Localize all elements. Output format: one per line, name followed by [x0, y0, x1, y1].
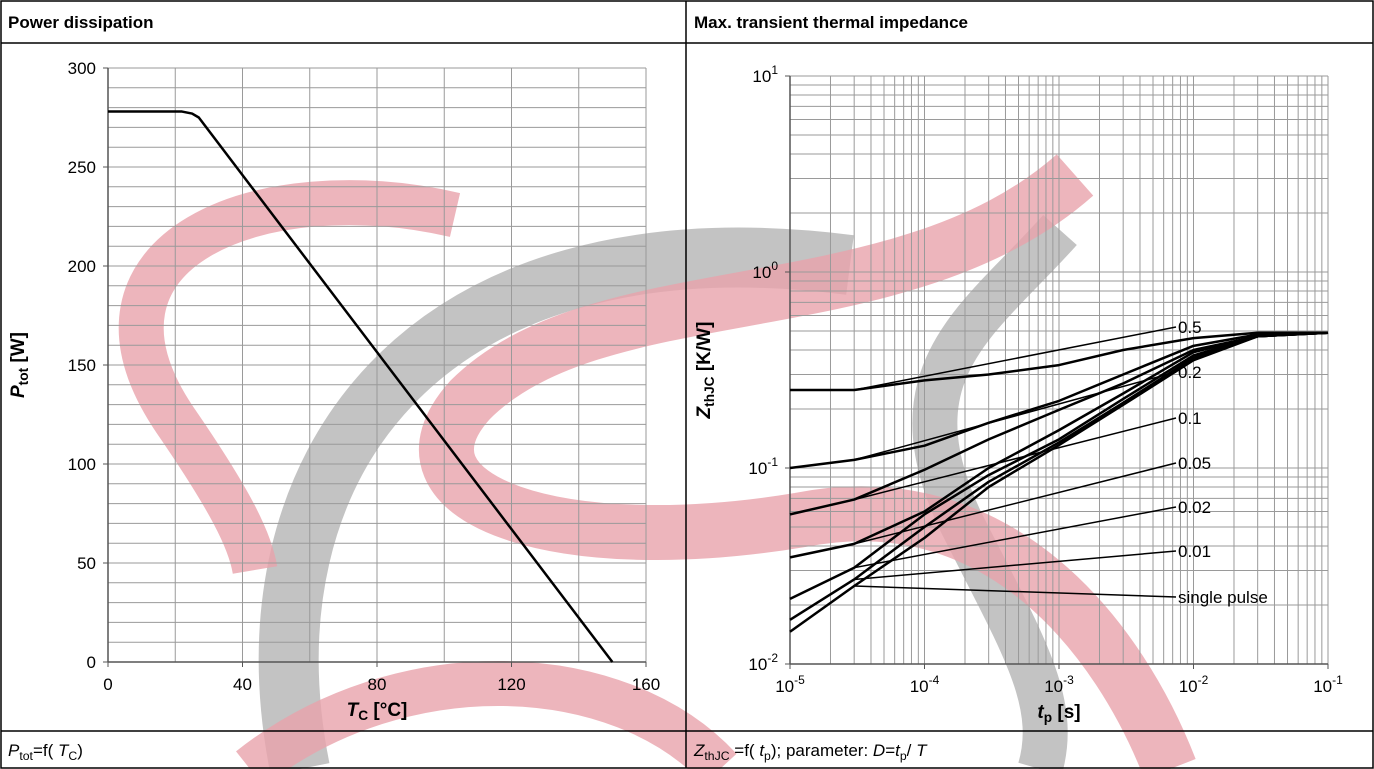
x-tick-label: 10-4 [910, 673, 940, 696]
x-tick-label: 10-5 [775, 673, 805, 696]
series-label: 0.1 [1178, 409, 1202, 428]
text-part: C [358, 708, 368, 723]
text-part: t [759, 741, 765, 760]
chart-title: Power dissipation [8, 13, 153, 32]
text-part: P [8, 741, 20, 760]
text-part: / [907, 741, 916, 760]
text-part: t [895, 741, 901, 760]
text-part: p [900, 749, 907, 763]
text-part: ); parameter: [771, 741, 873, 760]
text-part: thJC [704, 749, 729, 763]
x-tick-label: 10-1 [1313, 673, 1343, 696]
caption: Ptot=f( TC) [8, 741, 83, 763]
text-part: [W] [8, 332, 29, 368]
text-part: [°C] [368, 700, 407, 721]
text-part: T [58, 741, 70, 760]
y-tick-label: 100 [68, 455, 96, 474]
y-tick-label: 0 [87, 653, 96, 672]
series-label: 0.05 [1178, 454, 1211, 473]
text-part: thJC [702, 376, 717, 407]
text-part: [s] [1052, 702, 1081, 723]
series-label: 0.01 [1178, 542, 1211, 561]
text-part: T [916, 741, 928, 760]
watermark-arc [236, 661, 737, 769]
data-line [789, 331, 1329, 633]
x-tick-label: 80 [368, 675, 387, 694]
series-label: 0.2 [1178, 363, 1202, 382]
series-label: single pulse [1178, 588, 1268, 607]
x-tick-label: 10-2 [1179, 673, 1209, 696]
y-axis-title: Ptot [W] [8, 332, 31, 398]
data-line [790, 331, 1328, 392]
text-part: p [1044, 710, 1052, 725]
leader-line [853, 417, 1177, 501]
y-tick-label: 100 [752, 259, 778, 282]
text-part: =f( [33, 741, 58, 760]
leader-line [854, 326, 1177, 391]
text-part: t [1037, 702, 1044, 723]
x-tick-label: 10-3 [1044, 673, 1074, 696]
y-tick-label: 10-2 [748, 651, 778, 674]
leader-line [854, 550, 1177, 581]
text-part: tot [16, 367, 31, 385]
text-part: P [8, 385, 29, 398]
series-label: 0.5 [1178, 318, 1202, 337]
x-axis-title: TC [°C] [347, 700, 408, 723]
data-line [108, 110, 614, 663]
y-tick-label: 101 [752, 63, 778, 86]
series-label: 0.02 [1178, 498, 1211, 517]
text-part: Z [693, 741, 705, 760]
leader-line [854, 585, 1177, 598]
text-part: ) [77, 741, 83, 760]
text-part: C [68, 749, 77, 763]
text-part: Z [694, 405, 715, 419]
text-part: tot [19, 749, 33, 763]
text-part: p [764, 749, 771, 763]
x-axis-title: tp [s] [1037, 702, 1080, 725]
text-part: [K/W] [694, 322, 715, 377]
y-tick-label: 200 [68, 257, 96, 276]
chart-title: Max. transient thermal impedance [694, 13, 968, 32]
text-part: D [873, 741, 885, 760]
y-axis-title: ZthJC [K/W] [694, 322, 717, 420]
y-tick-label: 250 [68, 158, 96, 177]
leader-line [854, 506, 1177, 569]
watermark-arc [118, 180, 461, 575]
text-part: T [347, 700, 360, 721]
y-tick-label: 300 [68, 59, 96, 78]
y-tick-label: 10-1 [748, 455, 778, 478]
x-tick-label: 120 [497, 675, 525, 694]
leader-line [853, 462, 1177, 545]
leader-line [853, 371, 1177, 461]
y-tick-label: 50 [77, 554, 96, 573]
caption: ZthJC =f( tp); parameter: D=tp/ T [693, 741, 928, 763]
x-tick-label: 0 [103, 675, 112, 694]
text-part: =f( [730, 741, 760, 760]
x-tick-label: 40 [233, 675, 252, 694]
text-part: = [885, 741, 895, 760]
y-tick-label: 150 [68, 356, 96, 375]
data-line [789, 331, 1329, 470]
x-tick-label: 160 [632, 675, 660, 694]
